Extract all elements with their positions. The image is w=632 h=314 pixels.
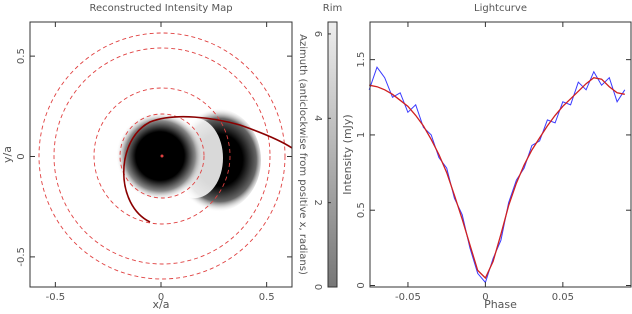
series-line bbox=[369, 77, 625, 280]
x-tick-label: 0 bbox=[482, 292, 488, 303]
colorbar-label: Azimuth (anticlockwise from positive x, … bbox=[297, 34, 308, 275]
y-tick-label: 0 bbox=[16, 153, 27, 159]
x-axis-label: x/a bbox=[153, 298, 170, 311]
colorbar-tick-label: 0 bbox=[312, 284, 323, 290]
x-tick-label: -0.5 bbox=[46, 292, 66, 303]
x-tick-label: -0.05 bbox=[395, 292, 421, 303]
y-tick-label: -0.5 bbox=[16, 247, 27, 267]
colorbar-frame bbox=[327, 21, 338, 288]
y-tick-label: 0.5 bbox=[356, 202, 367, 218]
colorbar-tick-label: 2 bbox=[312, 199, 323, 205]
intensity-map bbox=[38, 32, 292, 280]
x-tick-label: 0.5 bbox=[259, 292, 275, 303]
x-axis-label: Phase bbox=[484, 298, 517, 311]
chart-title: Reconstructed Intensity Map bbox=[89, 3, 232, 14]
y-tick-label: 0 bbox=[356, 282, 367, 288]
x-tick-label: 0.05 bbox=[552, 292, 574, 303]
series-line bbox=[368, 66, 626, 284]
y-tick-label: 1 bbox=[356, 132, 367, 138]
colorbar-tick-label: 4 bbox=[312, 115, 323, 121]
plot-frame bbox=[369, 21, 632, 288]
x-tick-label: 0 bbox=[158, 292, 164, 303]
colorbar-tick-label: 6 bbox=[312, 31, 323, 37]
chart-title: Lightcurve bbox=[474, 3, 527, 14]
colorbar-title: Rim bbox=[323, 3, 342, 14]
y-axis-label: y/a bbox=[1, 146, 14, 163]
y-tick-label: 0.5 bbox=[16, 48, 27, 64]
y-axis-label: Intensity (mJy) bbox=[341, 114, 354, 194]
y-tick-label: 1.5 bbox=[356, 52, 367, 68]
colorbar-gradient bbox=[328, 22, 337, 287]
